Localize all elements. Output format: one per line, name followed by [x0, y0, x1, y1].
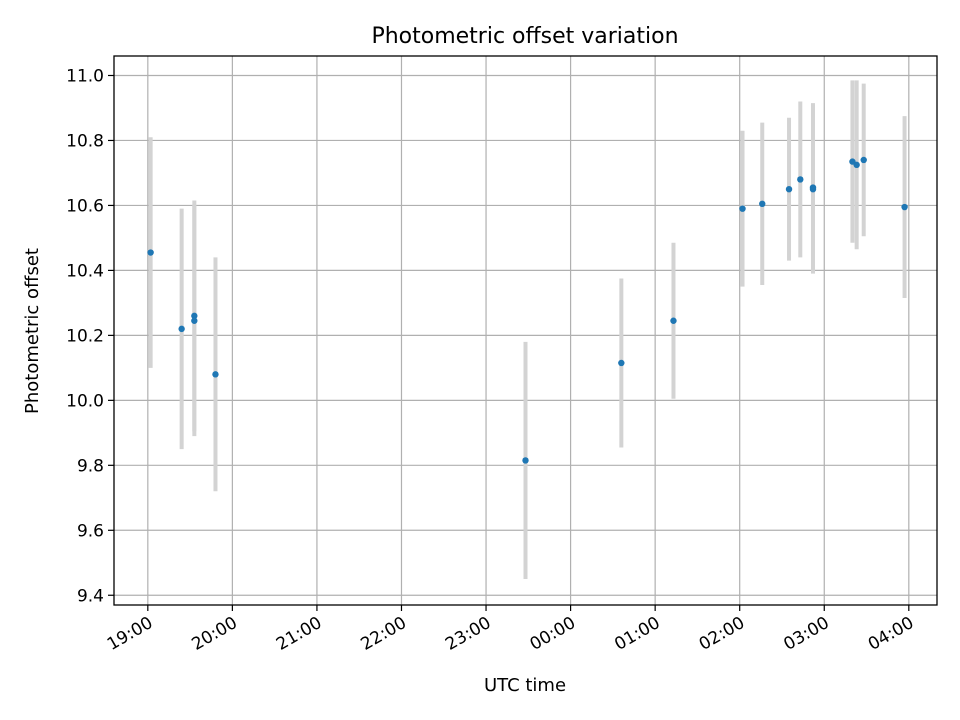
data-point [739, 205, 746, 212]
data-point [785, 185, 793, 193]
y-tick-label: 10.0 [66, 391, 104, 411]
data-point [759, 200, 766, 208]
data-point [853, 161, 860, 169]
data-point [178, 325, 185, 333]
y-tick-label: 10.4 [66, 261, 104, 281]
data-point [797, 176, 804, 183]
y-tick-label: 10.8 [66, 131, 104, 151]
data-point [191, 317, 198, 324]
data-points [147, 156, 908, 464]
data-point [809, 185, 817, 193]
y-tick-label: 10.2 [66, 326, 104, 346]
data-point [618, 359, 625, 367]
data-point [147, 249, 154, 256]
y-tick-label: 9.4 [77, 586, 104, 606]
data-point [212, 371, 219, 378]
x-axis-label: UTC time [484, 675, 566, 696]
y-tick-label: 9.8 [77, 456, 104, 476]
plot-frame [113, 55, 938, 606]
data-point [860, 156, 867, 164]
data-point [522, 457, 529, 464]
y-tick-label: 9.6 [77, 521, 104, 541]
data-point [191, 312, 198, 320]
data-point [901, 203, 908, 211]
data-point [670, 317, 677, 324]
y-tick-label: 11.0 [66, 66, 104, 86]
chart-title: Photometric offset variation [371, 24, 678, 49]
y-tick-label: 10.6 [66, 196, 104, 216]
y-axis-label: Photometric offset [22, 248, 43, 414]
